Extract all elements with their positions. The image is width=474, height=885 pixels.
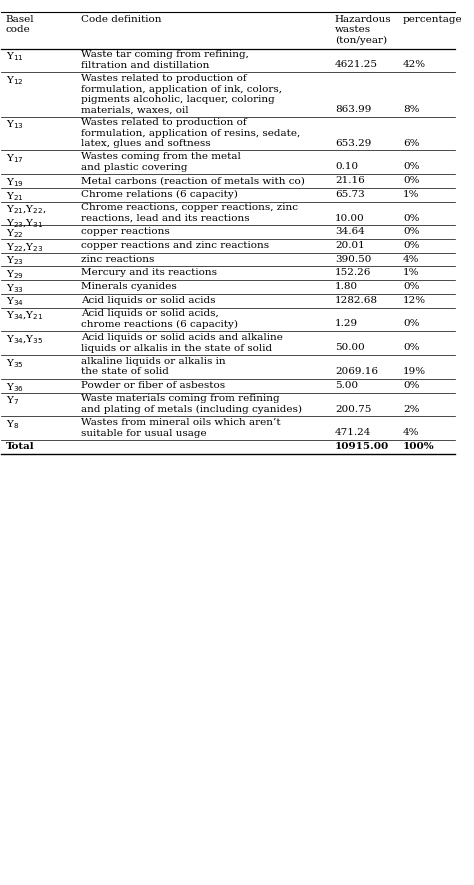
Text: Waste tar coming from refining,
filtration and distillation: Waste tar coming from refining, filtrati…	[81, 50, 249, 70]
Text: Wastes related to production of
formulation, application of ink, colors,
pigment: Wastes related to production of formulat…	[81, 74, 282, 114]
Text: 1282.68: 1282.68	[335, 296, 378, 304]
Text: Chrome reactions, copper reactions, zinc
reactions, lead and its reactions: Chrome reactions, copper reactions, zinc…	[81, 204, 298, 223]
Text: Code definition: Code definition	[81, 15, 161, 24]
Text: 100%: 100%	[403, 442, 435, 451]
Text: 4621.25: 4621.25	[335, 60, 378, 70]
Text: Acid liquids or solid acids: Acid liquids or solid acids	[81, 296, 215, 304]
Text: 0%: 0%	[403, 282, 419, 291]
Text: 0.10: 0.10	[335, 162, 358, 172]
Text: Y$_{36}$: Y$_{36}$	[6, 381, 24, 394]
Text: 42%: 42%	[403, 60, 426, 70]
Text: 50.00: 50.00	[335, 343, 365, 352]
Text: Chrome relations (6 capacity): Chrome relations (6 capacity)	[81, 189, 237, 199]
Text: 34.64: 34.64	[335, 227, 365, 236]
Text: Wastes from mineral oils which aren’t
suitable for usual usage: Wastes from mineral oils which aren’t su…	[81, 419, 281, 438]
Text: 390.50: 390.50	[335, 255, 371, 264]
Text: 200.75: 200.75	[335, 404, 371, 413]
Text: Y$_{34}$,Y$_{21}$: Y$_{34}$,Y$_{21}$	[6, 309, 44, 322]
Text: 0%: 0%	[403, 381, 419, 389]
Text: Y$_{21}$: Y$_{21}$	[6, 189, 24, 203]
Text: 0%: 0%	[403, 162, 419, 172]
Text: Y$_{34}$,Y$_{35}$: Y$_{34}$,Y$_{35}$	[6, 333, 44, 346]
Text: 152.26: 152.26	[335, 268, 371, 277]
Text: Y$_{33}$: Y$_{33}$	[6, 282, 24, 295]
Text: Y$_{22}$,Y$_{23}$: Y$_{22}$,Y$_{23}$	[6, 241, 44, 253]
Text: Y$_{13}$: Y$_{13}$	[6, 119, 24, 131]
Text: 0%: 0%	[403, 241, 419, 250]
Text: Wastes coming from the metal
and plastic covering: Wastes coming from the metal and plastic…	[81, 152, 241, 172]
Text: copper reactions and zinc reactions: copper reactions and zinc reactions	[81, 241, 269, 250]
Text: Y$_{19}$: Y$_{19}$	[6, 176, 24, 189]
Text: 1%: 1%	[403, 268, 419, 277]
Text: 863.99: 863.99	[335, 104, 371, 113]
Text: 12%: 12%	[403, 296, 426, 304]
Text: 8%: 8%	[403, 104, 419, 113]
Text: 65.73: 65.73	[335, 189, 365, 199]
Text: 4%: 4%	[403, 428, 419, 437]
Text: percentage: percentage	[403, 15, 463, 24]
Text: 6%: 6%	[403, 139, 419, 148]
Text: Acid liquids or solid acids,
chrome reactions (6 capacity): Acid liquids or solid acids, chrome reac…	[81, 309, 238, 329]
Text: Y$_{23}$: Y$_{23}$	[6, 255, 24, 267]
Text: 1.29: 1.29	[335, 319, 358, 328]
Text: Y$_{21}$,Y$_{22}$,
Y$_{23}$,Y$_{31}$: Y$_{21}$,Y$_{22}$, Y$_{23}$,Y$_{31}$	[6, 204, 46, 230]
Text: Y$_{7}$: Y$_{7}$	[6, 395, 19, 407]
Text: Y$_{12}$: Y$_{12}$	[6, 74, 24, 87]
Text: 1%: 1%	[403, 189, 419, 199]
Text: 0%: 0%	[403, 213, 419, 222]
Text: 2%: 2%	[403, 404, 419, 413]
Text: 21.16: 21.16	[335, 176, 365, 185]
Text: Y$_{11}$: Y$_{11}$	[6, 50, 24, 63]
Text: 5.00: 5.00	[335, 381, 358, 389]
Text: Mercury and its reactions: Mercury and its reactions	[81, 268, 217, 277]
Text: Powder or fiber of asbestos: Powder or fiber of asbestos	[81, 381, 225, 389]
Text: Basel
code: Basel code	[6, 15, 35, 34]
Text: 0%: 0%	[403, 319, 419, 328]
Text: 10.00: 10.00	[335, 213, 365, 222]
Text: Y$_{22}$: Y$_{22}$	[6, 227, 24, 240]
Text: 4%: 4%	[403, 255, 419, 264]
Text: alkaline liquids or alkalis in
the state of solid: alkaline liquids or alkalis in the state…	[81, 357, 226, 376]
Text: 1.80: 1.80	[335, 282, 358, 291]
Text: 20.01: 20.01	[335, 241, 365, 250]
Text: Hazardous
wastes
(ton/year): Hazardous wastes (ton/year)	[335, 15, 392, 44]
Text: Y$_{34}$: Y$_{34}$	[6, 296, 24, 308]
Text: Y$_{29}$: Y$_{29}$	[6, 268, 24, 281]
Text: 0%: 0%	[403, 227, 419, 236]
Text: Waste materials coming from refining
and plating of metals (including cyanides): Waste materials coming from refining and…	[81, 395, 302, 414]
Text: zinc reactions: zinc reactions	[81, 255, 154, 264]
Text: Wastes related to production of
formulation, application of resins, sedate,
late: Wastes related to production of formulat…	[81, 119, 300, 148]
Text: copper reactions: copper reactions	[81, 227, 170, 236]
Text: Metal carbons (reaction of metals with co): Metal carbons (reaction of metals with c…	[81, 176, 305, 185]
Text: Acid liquids or solid acids and alkaline
liquids or alkalis in the state of soli: Acid liquids or solid acids and alkaline…	[81, 333, 283, 352]
Text: 471.24: 471.24	[335, 428, 371, 437]
Text: 0%: 0%	[403, 176, 419, 185]
Text: 2069.16: 2069.16	[335, 367, 378, 376]
Text: 10915.00: 10915.00	[335, 442, 389, 451]
Text: 0%: 0%	[403, 343, 419, 352]
Text: 653.29: 653.29	[335, 139, 371, 148]
Text: Y$_{17}$: Y$_{17}$	[6, 152, 24, 165]
Text: 19%: 19%	[403, 367, 426, 376]
Text: Minerals cyanides: Minerals cyanides	[81, 282, 176, 291]
Text: Y$_{8}$: Y$_{8}$	[6, 419, 19, 431]
Text: Y$_{35}$: Y$_{35}$	[6, 357, 24, 370]
Text: Total: Total	[6, 442, 35, 451]
